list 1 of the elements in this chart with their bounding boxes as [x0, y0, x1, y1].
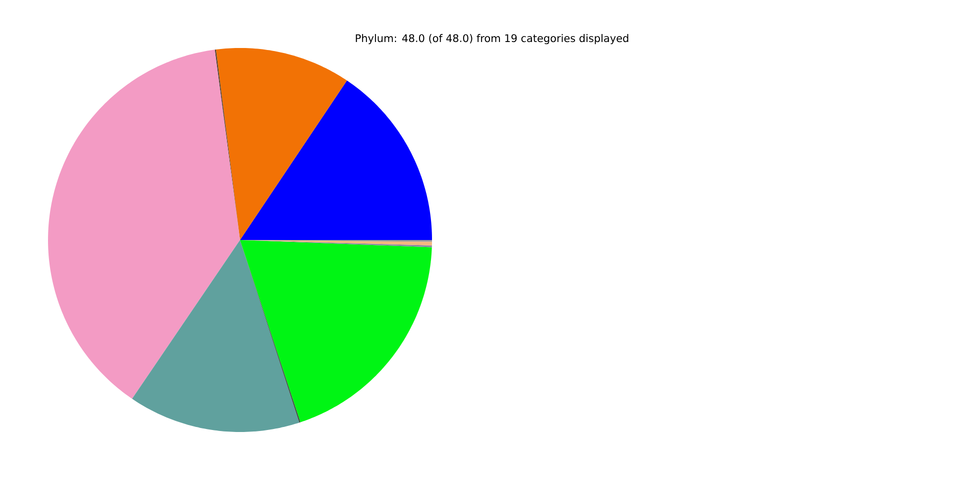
text: Phylum: 48.0 (of 48.0) from 19 categories displayed: [356, 34, 628, 44]
